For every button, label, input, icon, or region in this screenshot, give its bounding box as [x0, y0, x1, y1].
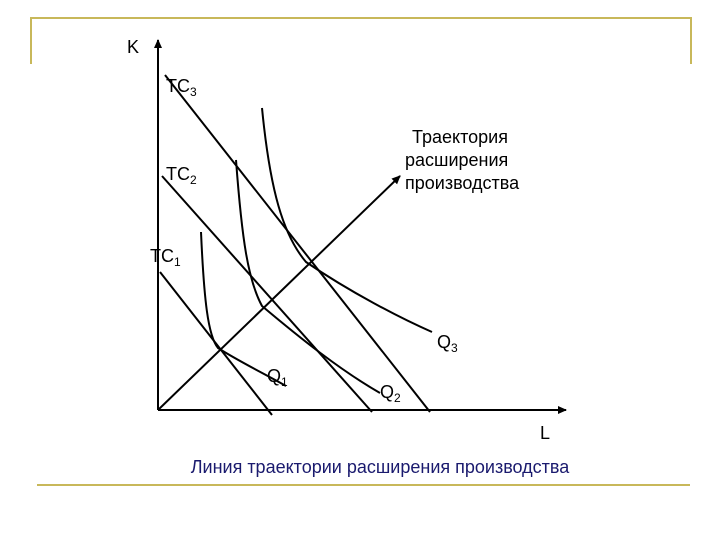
isoquant-label-q2: Q2 — [380, 382, 401, 405]
isoquant-curve-q2 — [235, 159, 381, 394]
frame-top-border — [30, 17, 692, 19]
isoquant-label-q3: Q3 — [437, 332, 458, 355]
isoquant-label-q1: Q1 — [267, 366, 288, 389]
expansion-path-annotation-line-2: расширения — [405, 150, 508, 170]
figure-caption: Линия траектории расширения производства — [190, 457, 570, 477]
expansion-path-annotation-line-1: Траектория — [412, 127, 508, 147]
frame-right-border — [690, 17, 692, 64]
k-axis-label: K — [127, 37, 139, 57]
expansion-path-annotation-line-3: производства — [405, 173, 520, 193]
isoquant-curve-q1 — [200, 231, 287, 387]
frame-left-border — [30, 17, 32, 64]
isocost-label-tc2: TC2 — [166, 164, 197, 187]
isoquant-curve-q3 — [261, 107, 433, 333]
isocost-line-tc3 — [164, 74, 431, 413]
l-axis-label: L — [540, 423, 550, 443]
expansion-path-annotation: Траектория расширения производства — [405, 127, 520, 193]
isocost-label-tc3: TC3 — [166, 76, 197, 99]
frame-bottom-border — [37, 484, 690, 486]
expansion-path-line — [157, 175, 401, 411]
isocost-label-tc1: TC1 — [150, 246, 181, 269]
isocost-line-tc2 — [161, 175, 373, 413]
